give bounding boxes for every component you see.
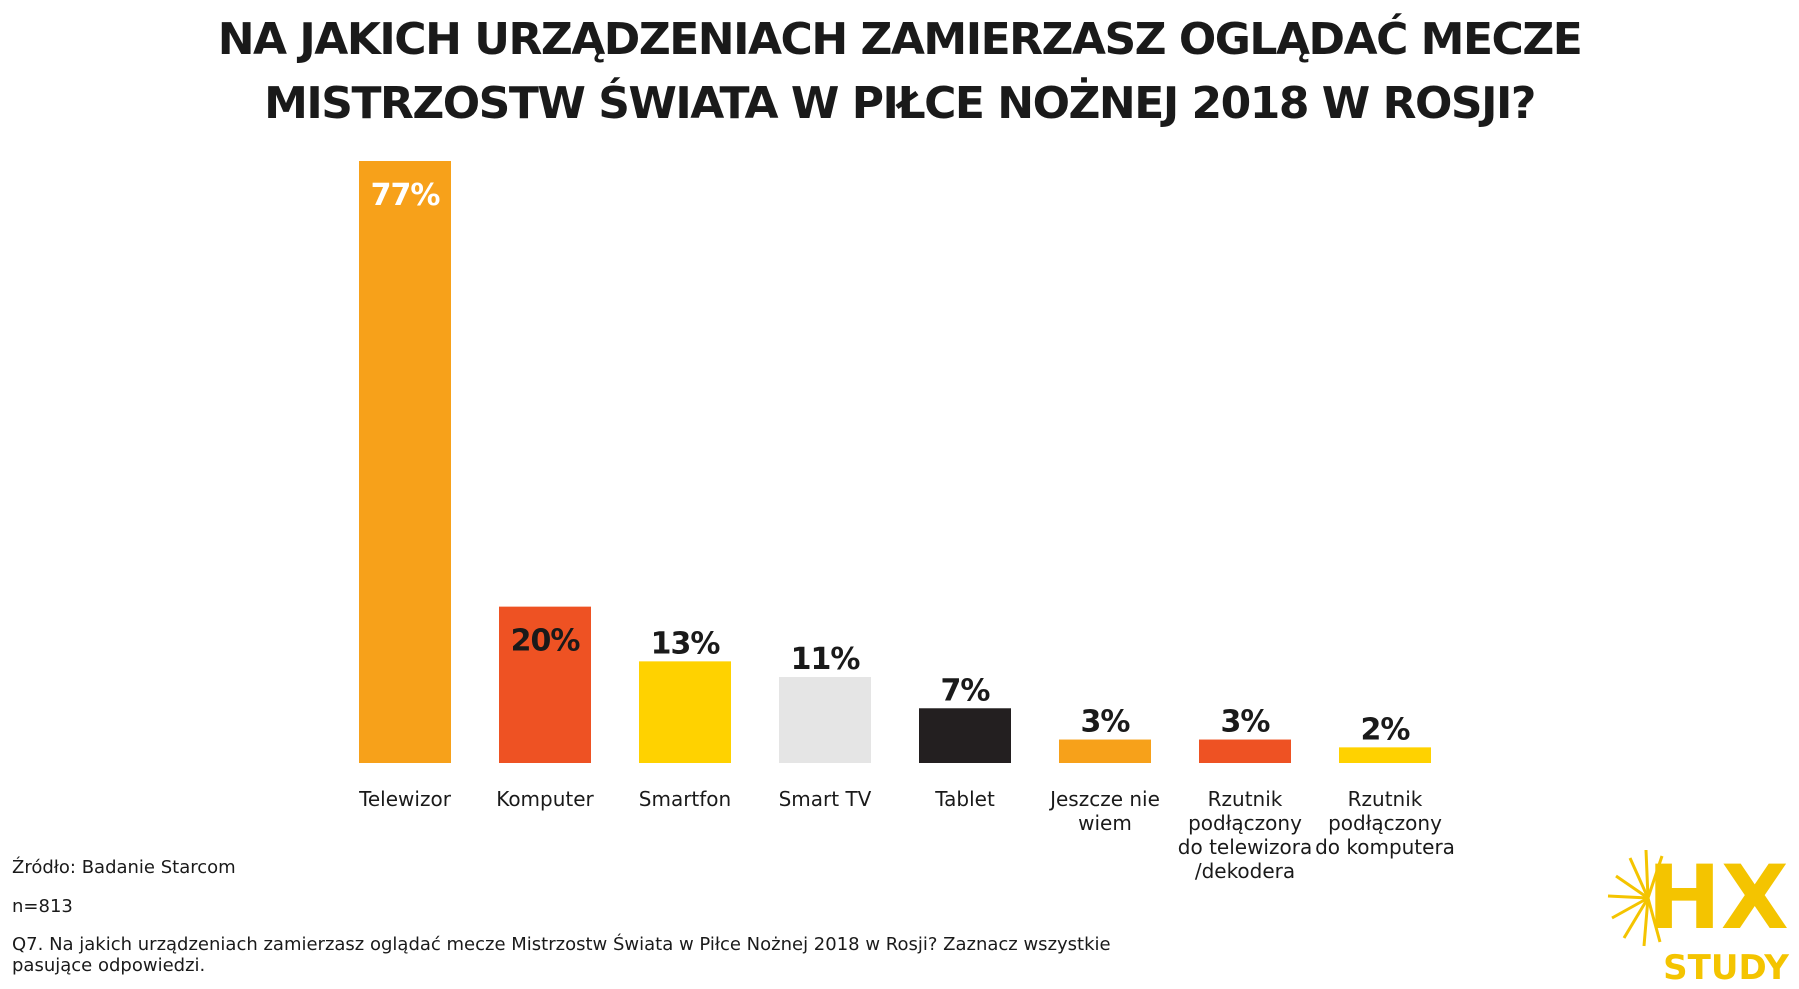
bar-5 — [919, 708, 1011, 763]
bar-value-label-6: 3% — [1081, 705, 1131, 740]
category-label-8: Rzutnik podłączony do komputera — [1315, 787, 1455, 859]
bar-8 — [1339, 747, 1431, 763]
bar-value-label-8: 2% — [1361, 712, 1411, 747]
sample-size-note: n=813 — [12, 896, 73, 917]
bar-1 — [359, 161, 451, 763]
question-note: Q7. Na jakich urządzeniach zamierzasz og… — [12, 934, 1111, 976]
bar-value-label-3: 13% — [651, 626, 721, 661]
category-label-1: Telewizor — [358, 787, 452, 811]
chart-title: NA JAKICH URZĄDZENIACH ZAMIERZASZ OGLĄDA… — [0, 8, 1799, 136]
bar-value-label-7: 3% — [1221, 705, 1271, 740]
logo-mark: HX — [1647, 846, 1789, 949]
bar-6 — [1059, 739, 1151, 763]
sunburst-icon — [1607, 849, 1664, 947]
category-label-3: Smartfon — [639, 787, 731, 811]
category-label-4: Smart TV — [779, 787, 872, 811]
bar-2 — [499, 606, 591, 763]
category-label-2: Komputer — [496, 787, 594, 811]
bar-value-label-4: 11% — [791, 642, 861, 677]
chart-title-line-2: MISTRZOSTW ŚWIATA W PIŁCE NOŻNEJ 2018 W … — [264, 78, 1536, 129]
hx-study-logo: HX STUDY — [1607, 846, 1789, 986]
category-label-6: Jeszcze nie wiem — [1048, 787, 1160, 835]
bar-4 — [779, 677, 871, 763]
chart-title-line-1: NA JAKICH URZĄDZENIACH ZAMIERZASZ OGLĄDA… — [217, 14, 1583, 65]
category-label-7: Rzutnik podłączony do telewizora/dekodera — [1178, 787, 1312, 883]
category-label-5: Tablet — [934, 787, 995, 811]
bar-value-label-2: 20% — [511, 624, 581, 659]
source-note: Źródło: Badanie Starcom — [12, 857, 236, 878]
bar-3 — [639, 661, 731, 763]
logo-subtitle: STUDY — [1663, 948, 1789, 986]
bar-value-label-1: 77% — [371, 178, 441, 213]
bar-value-label-5: 7% — [941, 673, 991, 708]
bar-7 — [1199, 739, 1291, 763]
